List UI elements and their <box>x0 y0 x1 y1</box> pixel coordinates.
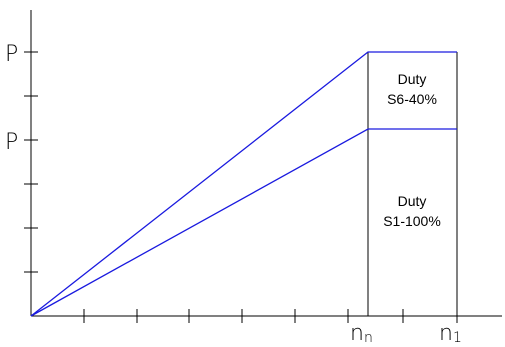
x-label-n1-main: n <box>439 321 453 346</box>
y-label-lower: P <box>5 130 18 155</box>
x-label-nn: nn <box>350 321 373 346</box>
s6-region-line2: S6-40% <box>387 91 437 107</box>
x-label-nn-sub: n <box>364 330 373 346</box>
x-axis-ticks <box>83 309 458 323</box>
y-axis-ticks <box>24 51 38 273</box>
y-label-upper: P <box>5 42 18 67</box>
x-label-n1-sub: 1 <box>453 330 462 346</box>
x-label-nn-main: n <box>350 321 364 346</box>
s1-region-line1: Duty <box>398 193 427 209</box>
x-label-n1: n1 <box>439 321 462 346</box>
s1-power-curve <box>30 128 457 317</box>
s6-power-curve <box>30 51 457 317</box>
s1-region-line2: S1-100% <box>383 213 441 229</box>
s6-region-line1: Duty <box>398 71 427 87</box>
